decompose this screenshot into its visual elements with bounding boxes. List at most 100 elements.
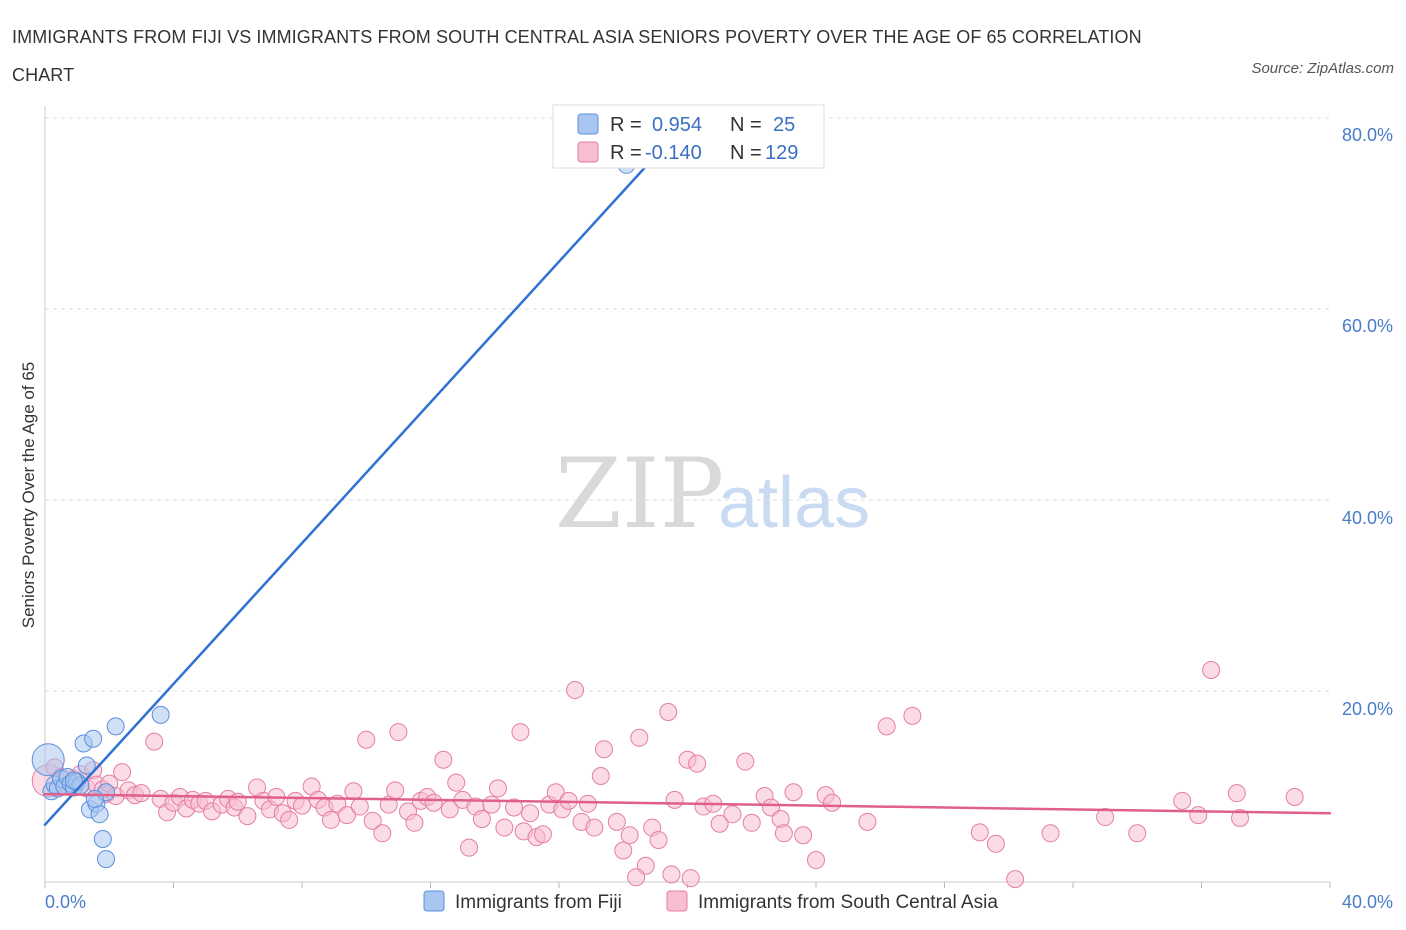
south-central-asia-point xyxy=(578,794,597,813)
legend-r-value-fiji: 0.954 xyxy=(652,114,702,136)
south-central-asia-point xyxy=(627,868,646,887)
trend-line-fiji xyxy=(43,119,689,826)
south-central-asia-point xyxy=(649,830,668,849)
south-central-asia-point xyxy=(794,826,813,845)
legend-r-label-sca: R = xyxy=(610,142,642,164)
south-central-asia-point xyxy=(1096,808,1115,827)
south-central-asia-point xyxy=(434,750,453,769)
legend-r-label-fiji: R = xyxy=(610,114,642,136)
south-central-asia-point xyxy=(321,810,340,829)
legend-n-value-fiji: 25 xyxy=(773,114,795,136)
legend-swatch-south-central-asia xyxy=(577,141,599,163)
south-central-asia-point xyxy=(877,717,896,736)
south-central-asia-point xyxy=(337,806,356,825)
series-fiji-points xyxy=(31,155,636,869)
correlation-legend: R = 0.954 N = 25 R = -0.140 N = 129 xyxy=(552,104,825,169)
south-central-asia-point xyxy=(662,865,681,884)
south-central-asia-point xyxy=(424,793,443,812)
fiji-point xyxy=(64,771,83,790)
south-central-asia-point xyxy=(386,781,405,800)
south-central-asia-point xyxy=(373,824,392,843)
south-central-asia-point xyxy=(736,752,755,771)
south-central-asia-point xyxy=(1006,870,1025,889)
south-central-asia-point xyxy=(132,784,151,803)
legend-r-value-sca: -0.140 xyxy=(645,142,702,164)
south-central-asia-point xyxy=(710,814,729,833)
trend-lines xyxy=(43,119,1332,826)
south-central-asia-point xyxy=(472,809,491,828)
fiji-point xyxy=(93,830,112,849)
south-central-asia-point xyxy=(511,723,530,742)
south-central-asia-point xyxy=(594,740,613,759)
south-central-asia-point xyxy=(363,811,382,830)
south-central-asia-point xyxy=(1128,824,1147,843)
y-tick-label-20: 20.0% xyxy=(1342,699,1393,719)
south-central-asia-point xyxy=(145,732,164,751)
fiji-point xyxy=(151,705,170,724)
y-tick-label-80: 80.0% xyxy=(1342,125,1393,145)
south-central-asia-point xyxy=(357,730,376,749)
south-central-asia-point xyxy=(762,798,781,817)
x-tick-label-min: 0.0% xyxy=(45,892,86,912)
south-central-asia-point xyxy=(986,834,1005,853)
south-central-asia-point xyxy=(238,807,257,826)
south-central-asia-point xyxy=(1227,784,1246,803)
fiji-point xyxy=(31,743,65,777)
south-central-asia-point xyxy=(665,790,684,809)
legend-n-label-sca: N = xyxy=(730,142,762,164)
south-central-asia-point xyxy=(482,795,501,814)
south-central-asia-point xyxy=(774,824,793,843)
south-central-asia-point xyxy=(1189,806,1208,825)
south-central-asia-point xyxy=(113,763,132,782)
south-central-asia-point xyxy=(460,838,479,857)
trend-line-south-central-asia xyxy=(43,792,1332,815)
fiji-point xyxy=(77,756,96,775)
south-central-asia-point xyxy=(505,798,524,817)
south-central-asia-point xyxy=(636,856,655,875)
south-central-asia-point xyxy=(630,728,649,747)
south-central-asia-point xyxy=(659,703,678,722)
grid-lines xyxy=(45,117,1330,692)
south-central-asia-point xyxy=(293,796,311,815)
south-central-asia-point xyxy=(1202,660,1221,679)
south-central-asia-point xyxy=(614,841,633,860)
south-central-asia-point xyxy=(405,813,424,832)
fiji-point xyxy=(106,717,125,736)
fiji-point xyxy=(84,729,103,748)
legend-swatch-fiji xyxy=(577,113,599,135)
watermark-zip: ZIP xyxy=(555,438,724,550)
south-central-asia-point xyxy=(585,818,604,837)
south-central-asia-point xyxy=(903,706,922,725)
fiji-point xyxy=(90,805,109,824)
fiji-point xyxy=(85,789,104,808)
south-central-asia-point xyxy=(681,869,700,888)
series-south-central-asia-points xyxy=(31,660,1304,889)
south-central-asia-point xyxy=(807,851,825,870)
south-central-asia-point xyxy=(970,823,989,842)
south-central-asia-point xyxy=(858,812,877,831)
south-central-asia-point xyxy=(1173,791,1192,810)
south-central-asia-point xyxy=(823,793,842,812)
south-central-asia-point xyxy=(1041,824,1060,843)
south-central-asia-point xyxy=(742,813,761,832)
south-central-asia-point xyxy=(688,754,707,773)
source-credit: Source: ZipAtlas.com xyxy=(1251,60,1394,77)
fiji-point xyxy=(97,850,116,869)
south-central-asia-point xyxy=(591,766,610,785)
south-central-asia-point xyxy=(1285,788,1304,807)
legend-n-label-fiji: N = xyxy=(730,114,762,136)
bottom-legend-label-fiji: Immigrants from Fiji xyxy=(455,892,622,913)
bottom-legend-label-sca: Immigrants from South Central Asia xyxy=(698,892,998,913)
south-central-asia-point xyxy=(389,723,408,742)
south-central-asia-point xyxy=(620,826,639,845)
bottom-legend-swatch-fiji xyxy=(423,890,445,912)
south-central-asia-point xyxy=(488,779,507,798)
bottom-legend-swatch-south-central-asia xyxy=(666,890,688,912)
south-central-asia-point xyxy=(566,681,585,700)
x-tick-label-max: 40.0% xyxy=(1342,892,1393,912)
south-central-asia-point xyxy=(723,805,742,824)
south-central-asia-point xyxy=(784,783,803,802)
watermark-atlas: atlas xyxy=(718,463,870,543)
y-tick-label-40: 40.0% xyxy=(1342,508,1393,528)
